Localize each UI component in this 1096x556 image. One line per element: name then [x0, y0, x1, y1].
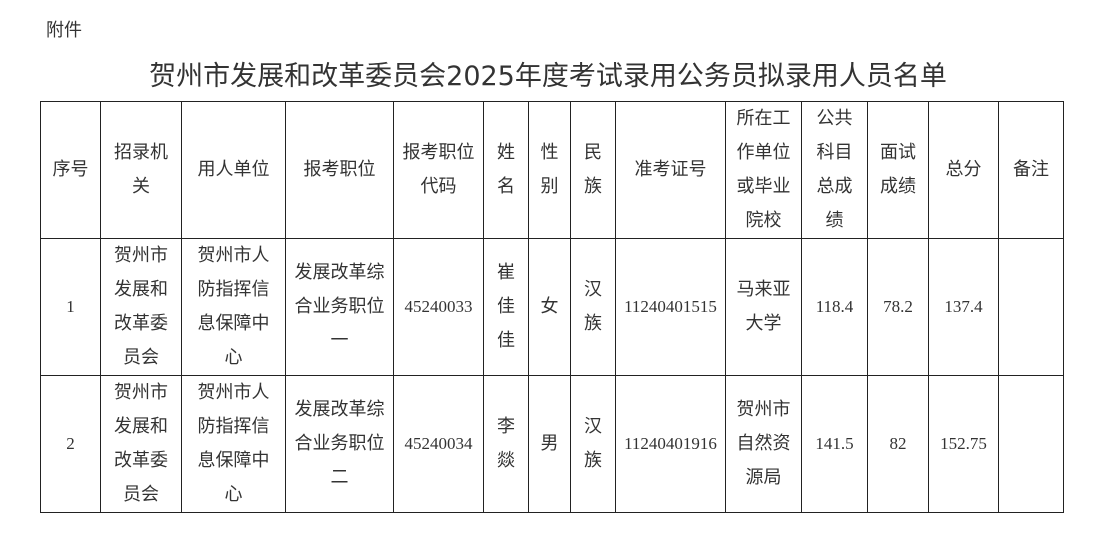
cell-position: 发展改革综合业务职位二 [285, 375, 394, 513]
cell-public-exam-score: 118.4 [801, 238, 868, 376]
attachment-label: 附件 [46, 20, 82, 41]
cell-employer: 贺州市人防指挥信息保障中心 [181, 238, 286, 376]
cell-ethnicity: 汉族 [570, 238, 616, 376]
header-interview-score: 面试成绩 [867, 101, 929, 239]
cell-workplace-or-school: 马来亚大学 [725, 238, 802, 376]
header-remarks: 备注 [998, 101, 1064, 239]
table-row: 2 贺州市发展和改革委员会 贺州市人防指挥信息保障中心 发展改革综合业务职位二 4524… [40, 375, 1064, 513]
cell-index: 1 [40, 238, 101, 376]
cell-exam-id: 11240401515 [615, 238, 726, 376]
cell-agency: 贺州市发展和改革委员会 [100, 238, 182, 376]
header-public-exam-score: 公共科目总成绩 [801, 101, 868, 239]
cell-position: 发展改革综合业务职位一 [285, 238, 394, 376]
cell-name: 崔佳佳 [483, 238, 529, 376]
cell-agency: 贺州市发展和改革委员会 [100, 375, 182, 513]
cell-interview-score: 78.2 [867, 238, 929, 376]
header-workplace-or-school: 所在工作单位或毕业院校 [725, 101, 802, 239]
header-gender: 性别 [528, 101, 571, 239]
header-index: 序号 [40, 101, 101, 239]
cell-name: 李燚 [483, 375, 529, 513]
cell-gender: 男 [528, 375, 571, 513]
header-position-code: 报考职位代码 [393, 101, 484, 239]
header-total-score: 总分 [928, 101, 999, 239]
cell-employer: 贺州市人防指挥信息保障中心 [181, 375, 286, 513]
cell-exam-id: 11240401916 [615, 375, 726, 513]
cell-position-code: 45240034 [393, 375, 484, 513]
candidate-table: 序号 招录机关 用人单位 报考职位 报考职位代码 姓名 性别 民族 准考证号 所在工作单位或毕业院… [40, 101, 1064, 513]
table-row: 1 贺州市发展和改革委员会 贺州市人防指挥信息保障中心 发展改革综合业务职位一 4524… [40, 238, 1064, 376]
cell-total-score: 152.75 [928, 375, 999, 513]
header-name: 姓名 [483, 101, 529, 239]
header-employer: 用人单位 [181, 101, 286, 239]
header-ethnicity: 民族 [570, 101, 616, 239]
cell-ethnicity: 汉族 [570, 375, 616, 513]
cell-gender: 女 [528, 238, 571, 376]
cell-remarks [998, 238, 1064, 376]
page-title: 贺州市发展和改革委员会2025年度考试录用公务员拟录用人员名单 [149, 61, 947, 92]
cell-total-score: 137.4 [928, 238, 999, 376]
cell-workplace-or-school: 贺州市自然资源局 [725, 375, 802, 513]
cell-remarks [998, 375, 1064, 513]
header-exam-id: 准考证号 [615, 101, 726, 239]
header-agency: 招录机关 [100, 101, 182, 239]
header-position: 报考职位 [285, 101, 394, 239]
header-row: 序号 招录机关 用人单位 报考职位 报考职位代码 姓名 性别 民族 准考证号 所在工作单位或毕业院… [40, 101, 1064, 239]
cell-public-exam-score: 141.5 [801, 375, 868, 513]
cell-position-code: 45240033 [393, 238, 484, 376]
cell-index: 2 [40, 375, 101, 513]
cell-interview-score: 82 [867, 375, 929, 513]
